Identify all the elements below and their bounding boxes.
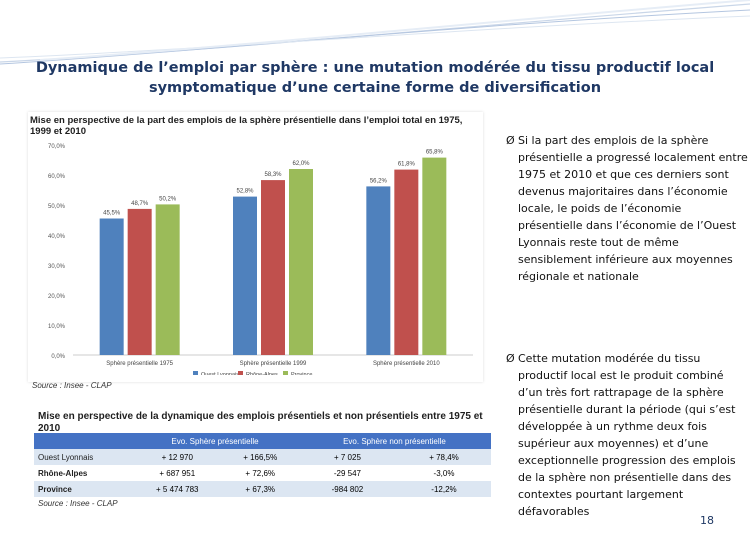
cell-value: + 166,5% [222, 449, 298, 465]
row-label: Ouest Lyonnais [34, 449, 132, 465]
bar [394, 169, 419, 355]
cell-value: + 67,3% [222, 481, 298, 497]
data-label: 45,5% [103, 211, 121, 217]
data-label: 62,0% [292, 161, 310, 167]
data-label: 58,3% [264, 172, 282, 178]
legend-swatch [238, 371, 243, 375]
arrow-bullet-icon: Ø [506, 134, 515, 147]
data-label: 50,2% [159, 196, 177, 202]
data-label: 48,7% [131, 201, 149, 207]
table-row: Rhône-Alpes + 687 951 + 72,6% -29 547 -3… [34, 465, 491, 481]
table-source: Source : Insee - CLAP [38, 499, 118, 508]
bar [233, 196, 257, 355]
data-label: 65,8% [426, 150, 444, 156]
y-tick-label: 0,0% [51, 354, 65, 360]
header-swoosh-decoration [0, 0, 750, 65]
bullet-text: Cette mutation modérée du tissu producti… [518, 352, 736, 518]
arrow-bullet-icon: Ø [506, 352, 515, 365]
legend-swatch [193, 371, 198, 375]
bullet-item: Ø Cette mutation modérée du tissu produc… [506, 350, 748, 520]
bar-chart: 0,0% 10,0% 20,0% 30,0% 40,0% 50,0% 60,0% 70,0% 4… [48, 144, 473, 375]
table-header-non-presentielle: Evo. Sphère non présentielle [297, 433, 491, 449]
y-tick-label: 10,0% [48, 324, 66, 330]
bar [99, 218, 124, 355]
cell-value: + 7 025 [297, 449, 397, 465]
bar [366, 186, 391, 355]
cell-value: + 78,4% [396, 449, 491, 465]
data-label: 52,8% [236, 189, 254, 195]
bullet-text: Si la part des emplois de la sphère prés… [518, 134, 748, 283]
cell-value: + 12 970 [132, 449, 223, 465]
cell-value: -29 547 [297, 465, 397, 481]
table-header-row: Evo. Sphère présentielle Evo. Sphère non… [34, 433, 491, 449]
bar [155, 204, 180, 355]
x-tick-label: Sphère présentielle 1975 [106, 361, 173, 367]
row-label: Province [34, 481, 132, 497]
chart-source: Source : Insee - CLAP [32, 381, 112, 390]
y-tick-label: 60,0% [48, 174, 66, 180]
table-row: Province + 5 474 783 + 67,3% -984 802 -1… [34, 481, 491, 497]
cell-value: + 687 951 [132, 465, 223, 481]
y-tick-label: 30,0% [48, 264, 66, 270]
bar [422, 157, 447, 355]
bar [127, 208, 152, 355]
table-title: Mise en perspective de la dynamique des … [38, 411, 483, 434]
cell-value: + 72,6% [222, 465, 298, 481]
y-tick-label: 20,0% [48, 294, 66, 300]
row-label: Rhône-Alpes [34, 465, 132, 481]
bullet-item: Ø Si la part des emplois de la sphère pr… [506, 132, 748, 285]
legend-label: Province [291, 372, 312, 375]
x-tick-label: Sphère présentielle 2010 [373, 361, 440, 367]
y-tick-label: 50,0% [48, 204, 66, 210]
x-tick-label: Sphère présentielle 1999 [240, 361, 307, 367]
bar [289, 169, 313, 355]
slide-title: Dynamique de l’emploi par sphère : une m… [35, 60, 715, 96]
y-tick-label: 40,0% [48, 234, 66, 240]
page-number: 18 [700, 514, 714, 527]
bar [261, 180, 285, 355]
cell-value: -12,2% [396, 481, 491, 497]
data-label: 56,2% [370, 178, 388, 184]
table-header-empty [34, 433, 132, 449]
table-header-presentielle: Evo. Sphère présentielle [132, 433, 298, 449]
cell-value: -3,0% [396, 465, 491, 481]
legend-swatch [283, 371, 288, 375]
legend-label: Ouest Lyonnais [201, 372, 239, 375]
table-row: Ouest Lyonnais + 12 970 + 166,5% + 7 025… [34, 449, 491, 465]
cell-value: + 5 474 783 [132, 481, 223, 497]
cell-value: -984 802 [297, 481, 397, 497]
data-label: 61,8% [398, 162, 416, 168]
y-tick-label: 70,0% [48, 144, 66, 150]
legend-label: Rhône-Alpes [246, 372, 278, 375]
chart-title: Mise en perspective de la part des emplo… [30, 115, 463, 137]
evolution-table: Evo. Sphère présentielle Evo. Sphère non… [34, 433, 491, 497]
